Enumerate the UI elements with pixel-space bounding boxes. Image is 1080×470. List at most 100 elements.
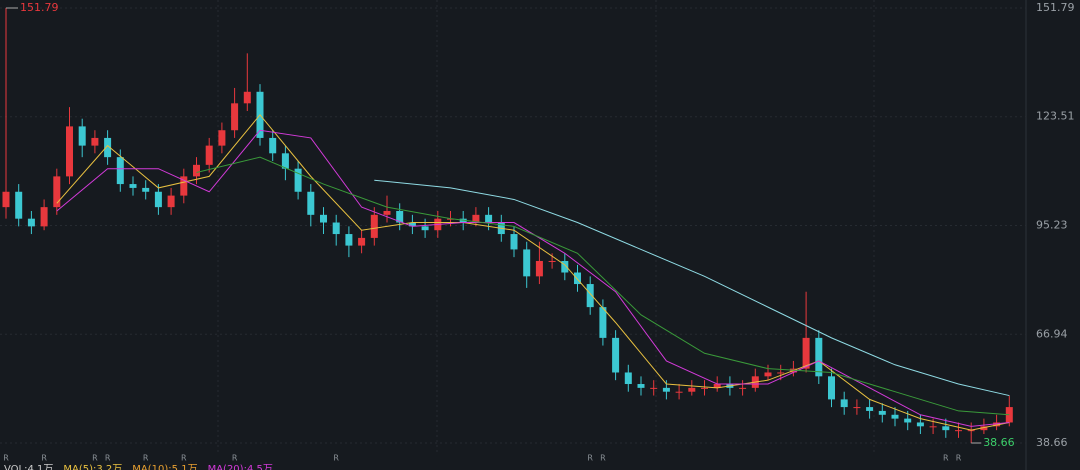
candle-body [586,284,594,308]
event-marker: R [92,454,98,463]
candle-body [662,387,670,392]
candle-body [383,210,391,215]
y-tick-label: 95.23 [1036,218,1068,231]
candle-body [307,191,315,215]
candle-body [891,414,899,419]
candle-body [154,191,162,208]
max-label: 151.79 [20,1,59,14]
candle-body [561,260,569,273]
min-label: 38.66 [983,436,1015,449]
event-marker: R [3,454,9,463]
vertical-grid [217,0,875,455]
event-marker: R [232,454,238,463]
ma-line [56,129,1010,427]
event-marker: R [41,454,47,463]
candle-body [1005,407,1013,423]
candle-body [116,157,124,185]
candle-body [548,260,556,262]
y-tick-label: 151.79 [1036,1,1075,14]
candle-body [802,337,810,369]
event-marker: R [587,454,593,463]
candle-body [142,187,150,192]
event-marker: R [943,454,949,463]
candle-body [612,337,620,373]
candle-body [167,195,175,208]
candle-body [320,214,327,223]
candle-body [866,407,874,411]
event-marker: R [956,454,962,463]
candle-body [942,426,950,431]
candle-body [485,214,493,223]
candle-body [472,214,480,223]
ma-line [374,179,1010,397]
candle-body [599,307,607,338]
candle-body [104,137,112,158]
candle-body [637,384,645,388]
volume-legend: MA(10):5.1万 [132,464,197,470]
candle-body [231,103,239,131]
candle-body [218,130,226,146]
candle-body [205,145,213,165]
event-marker: R [105,454,111,463]
candle-body [713,384,721,388]
candle-body [193,164,200,177]
candle-body [345,234,353,246]
candle-body [815,337,823,377]
candle-body [281,153,289,169]
candle-body [904,418,912,423]
candle-body [739,387,747,389]
candle-body [878,410,886,415]
candle-body [2,191,10,208]
candle-body [243,91,251,104]
candle-body [294,168,302,192]
candle-body [408,222,416,227]
volume-legend: MA(20):4.5万 [208,464,273,470]
candle-body [66,126,73,177]
candle-body [91,137,99,146]
candle-body [27,218,35,227]
candle-body [269,137,277,154]
candle-body [510,234,518,250]
y-tick-label: 123.51 [1036,110,1075,123]
candle-body [15,191,23,219]
candle-body [701,387,708,389]
event-marker: R [143,454,149,463]
event-marker: R [181,454,187,463]
candle-body [53,176,61,208]
candle-body [993,422,1001,427]
candle-body [78,126,86,146]
candle-body [916,422,924,427]
y-tick-label: 66.94 [1036,327,1068,340]
candle-body [129,184,137,188]
event-marker: R [600,454,606,463]
candle-body [853,407,861,409]
ma-line [56,114,1010,431]
candle-body [624,372,632,385]
candle-body [396,210,404,223]
candle-body [929,426,937,428]
candle-body [535,260,543,277]
candle-body [840,399,848,408]
candle-body [777,372,785,374]
candle-body [370,214,378,238]
event-marker: R [333,454,339,463]
candle-body [180,176,188,196]
candle-body [421,226,429,231]
ma-line [196,156,1010,416]
candle-body [650,387,658,389]
candle-body [40,207,48,227]
volume-legend: MA(5):3.2万 [63,464,122,470]
candle-body [688,387,696,392]
candle-body [358,237,366,246]
candle-body [523,249,531,277]
y-tick-label: 38.66 [1036,436,1068,449]
candle-body [955,430,962,432]
candle-body [980,426,988,431]
volume-legend: VOL:4.1万 [4,464,53,470]
candle-body [332,222,340,235]
candle-body [574,272,581,285]
candle-body [828,376,835,400]
candle-body [675,391,683,393]
